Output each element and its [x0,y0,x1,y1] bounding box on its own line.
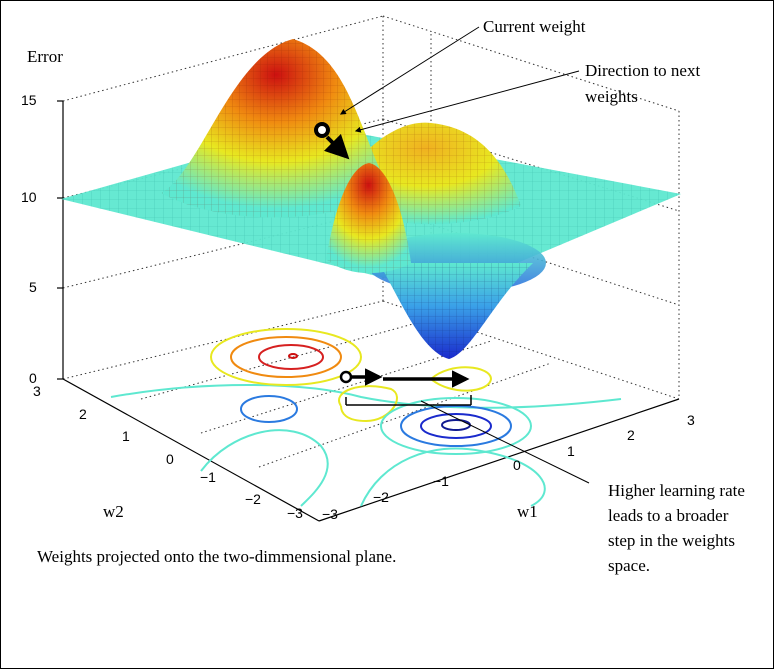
z-tick: 5 [29,279,37,295]
x-tick: 1 [567,443,575,459]
y-tick: −2 [245,491,261,507]
annotation-leaders [339,26,590,484]
z-tick: 10 [21,189,37,205]
z-axis-label: Error [27,47,63,66]
z-tick: 15 [21,92,37,108]
y-tick: 0 [166,451,174,467]
solid-axes [57,100,680,522]
y-tick: −1 [200,469,216,485]
x-tick: 2 [627,427,635,443]
higher-rate-label-line4: space. [608,556,651,575]
x-axis-label: w1 [517,502,538,521]
x-tick: 0 [513,457,521,473]
projection-caption: Weights projected onto the two-dimmensio… [37,547,397,566]
y-tick: 1 [122,428,130,444]
higher-rate-label-line2: leads to a broader [608,506,729,525]
direction-label-line2: weights [585,87,638,106]
direction-label-line1: Direction to next [585,61,701,80]
z-tick: 0 [29,370,37,386]
y-tick: 2 [79,406,87,422]
higher-rate-label-line1: Higher learning rate [608,481,745,500]
y-tick: 3 [33,383,41,399]
x-tick: −3 [322,506,338,522]
x-tick: −1 [433,473,449,489]
current-weight-label: Current weight [483,17,586,36]
projected-steps [339,368,472,406]
y-tick: −3 [287,505,303,521]
x-tick: −2 [373,489,389,505]
contour-plot [110,328,622,507]
x-tick: 3 [687,412,695,428]
current-weight-marker [314,122,350,160]
mesh-surface [61,39,681,359]
y-axis-label: w2 [103,502,124,521]
higher-rate-label-line3: step in the weights [608,531,736,550]
